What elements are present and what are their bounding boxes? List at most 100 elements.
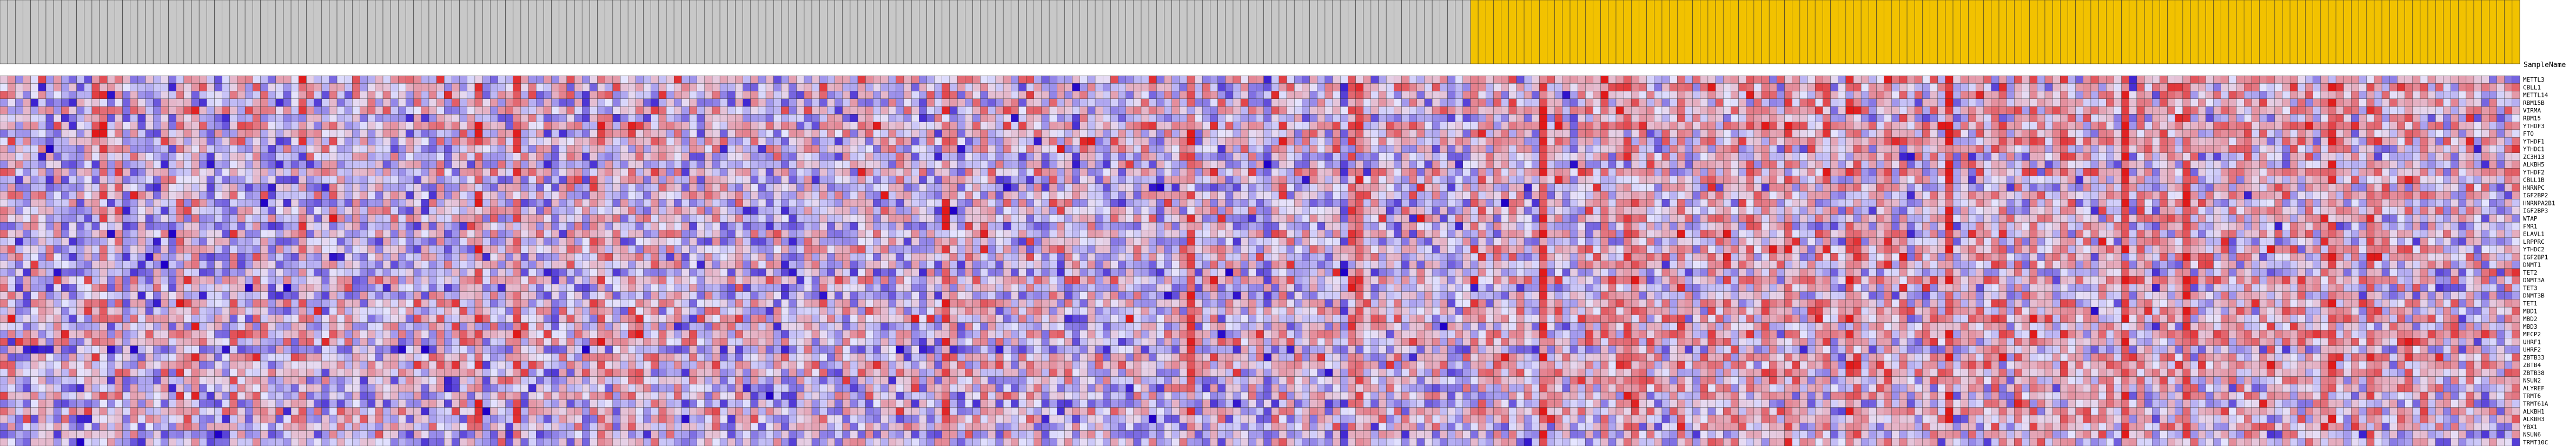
heatmap-cell bbox=[367, 75, 376, 84]
heatmap-cell bbox=[2259, 114, 2267, 122]
heatmap-cell bbox=[1072, 83, 1080, 91]
heatmap-cell bbox=[1355, 122, 1363, 130]
heatmap-cell bbox=[107, 75, 115, 84]
heatmap-cell bbox=[1194, 176, 1203, 184]
heatmap-cell bbox=[1256, 122, 1264, 130]
heatmap-cell bbox=[2443, 114, 2451, 122]
group-cell-normal bbox=[995, 0, 1004, 64]
heatmap-cell bbox=[1125, 160, 1134, 169]
heatmap-cell bbox=[1294, 91, 1302, 99]
heatmap-cell bbox=[406, 152, 414, 161]
heatmap-cell bbox=[919, 176, 927, 184]
heatmap-cell bbox=[444, 137, 452, 145]
heatmap-cell bbox=[1577, 152, 1586, 161]
heatmap-cell bbox=[2274, 106, 2283, 115]
heatmap-cell bbox=[2466, 160, 2474, 169]
heatmap-cell bbox=[2029, 106, 2038, 115]
heatmap-cell bbox=[1011, 160, 1019, 169]
heatmap-cell bbox=[2121, 91, 2129, 99]
heatmap-cell bbox=[2397, 122, 2405, 130]
heatmap-cell bbox=[2152, 98, 2160, 107]
heatmap-cell bbox=[2152, 168, 2160, 176]
heatmap-cell bbox=[283, 145, 292, 153]
heatmap-cell bbox=[1830, 114, 1838, 122]
heatmap-cell bbox=[2328, 129, 2336, 138]
heatmap-cell bbox=[198, 75, 207, 84]
heatmap-cell bbox=[2114, 75, 2122, 84]
heatmap-cell bbox=[1248, 122, 1256, 130]
heatmap-cell bbox=[2144, 75, 2153, 84]
heatmap-cell bbox=[1700, 176, 1708, 184]
heatmap-cell bbox=[1386, 129, 1394, 138]
heatmap-cell bbox=[1447, 145, 1455, 153]
heatmap-cell bbox=[1370, 160, 1379, 169]
heatmap-cell bbox=[1424, 129, 1433, 138]
heatmap-cell bbox=[804, 129, 812, 138]
heatmap-cell bbox=[980, 145, 988, 153]
group-cell-normal bbox=[1355, 0, 1363, 64]
heatmap-cell bbox=[2090, 145, 2099, 153]
heatmap-cell bbox=[2473, 122, 2482, 130]
heatmap-cell bbox=[2075, 129, 2084, 138]
group-cell-tumor bbox=[1815, 0, 1823, 64]
heatmap-cell bbox=[2075, 98, 2084, 107]
heatmap-cell bbox=[1003, 129, 1011, 138]
heatmap-cell bbox=[1577, 145, 1586, 153]
heatmap-cell bbox=[643, 98, 651, 107]
heatmap-cell bbox=[712, 160, 720, 169]
heatmap-cell bbox=[528, 114, 537, 122]
heatmap-cell bbox=[398, 114, 406, 122]
heatmap-cell bbox=[1961, 114, 1969, 122]
heatmap-cell bbox=[345, 129, 353, 138]
heatmap-cell bbox=[1639, 129, 1647, 138]
heatmap-cell bbox=[1087, 106, 1096, 115]
heatmap-cell bbox=[597, 114, 605, 122]
heatmap-cell bbox=[382, 91, 391, 99]
heatmap-cell bbox=[1922, 114, 1930, 122]
heatmap-cell bbox=[2029, 83, 2038, 91]
heatmap-cell bbox=[2297, 129, 2306, 138]
heatmap-cell bbox=[1057, 145, 1065, 153]
heatmap-cell bbox=[1034, 122, 1042, 130]
heatmap-cell bbox=[1279, 75, 1287, 84]
heatmap-cell bbox=[1976, 129, 1984, 138]
group-cell-tumor bbox=[1508, 0, 1517, 64]
group-cell-tumor bbox=[1761, 0, 1770, 64]
heatmap-cell bbox=[1945, 98, 1953, 107]
heatmap-cell bbox=[712, 91, 720, 99]
heatmap-cell bbox=[972, 114, 981, 122]
heatmap-cell bbox=[1034, 114, 1042, 122]
heatmap-cell bbox=[2374, 152, 2382, 161]
heatmap-cell bbox=[712, 176, 720, 184]
heatmap-cell bbox=[1585, 91, 1593, 99]
heatmap-cell bbox=[161, 129, 169, 138]
heatmap-cell bbox=[30, 98, 38, 107]
heatmap-cell bbox=[306, 114, 314, 122]
heatmap-cell bbox=[91, 168, 100, 176]
heatmap-cell bbox=[1731, 122, 1739, 130]
heatmap-cell bbox=[1784, 160, 1792, 169]
heatmap-cell bbox=[620, 152, 628, 161]
group-cell-tumor bbox=[2451, 0, 2459, 64]
heatmap-cell bbox=[1286, 106, 1295, 115]
heatmap-cell bbox=[1141, 137, 1149, 145]
group-cell-tumor bbox=[1669, 0, 1678, 64]
heatmap-cell bbox=[1156, 129, 1164, 138]
heatmap-cell bbox=[2052, 137, 2061, 145]
heatmap-cell bbox=[452, 83, 460, 91]
heatmap-cell bbox=[2320, 176, 2329, 184]
group-cell-normal bbox=[23, 0, 31, 64]
heatmap-cell bbox=[207, 137, 215, 145]
group-cell-normal bbox=[505, 0, 514, 64]
heatmap-cell bbox=[1554, 137, 1563, 145]
heatmap-cell bbox=[1930, 160, 1938, 169]
heatmap-cell bbox=[2060, 145, 2068, 153]
heatmap-cell bbox=[1256, 98, 1264, 107]
heatmap-cell bbox=[1424, 98, 1433, 107]
heatmap-cell bbox=[1148, 176, 1157, 184]
heatmap-cell bbox=[2305, 83, 2313, 91]
heatmap-cell bbox=[1715, 137, 1724, 145]
heatmap-cell bbox=[942, 114, 950, 122]
heatmap-cell bbox=[2381, 114, 2390, 122]
group-cell-normal bbox=[1263, 0, 1272, 64]
